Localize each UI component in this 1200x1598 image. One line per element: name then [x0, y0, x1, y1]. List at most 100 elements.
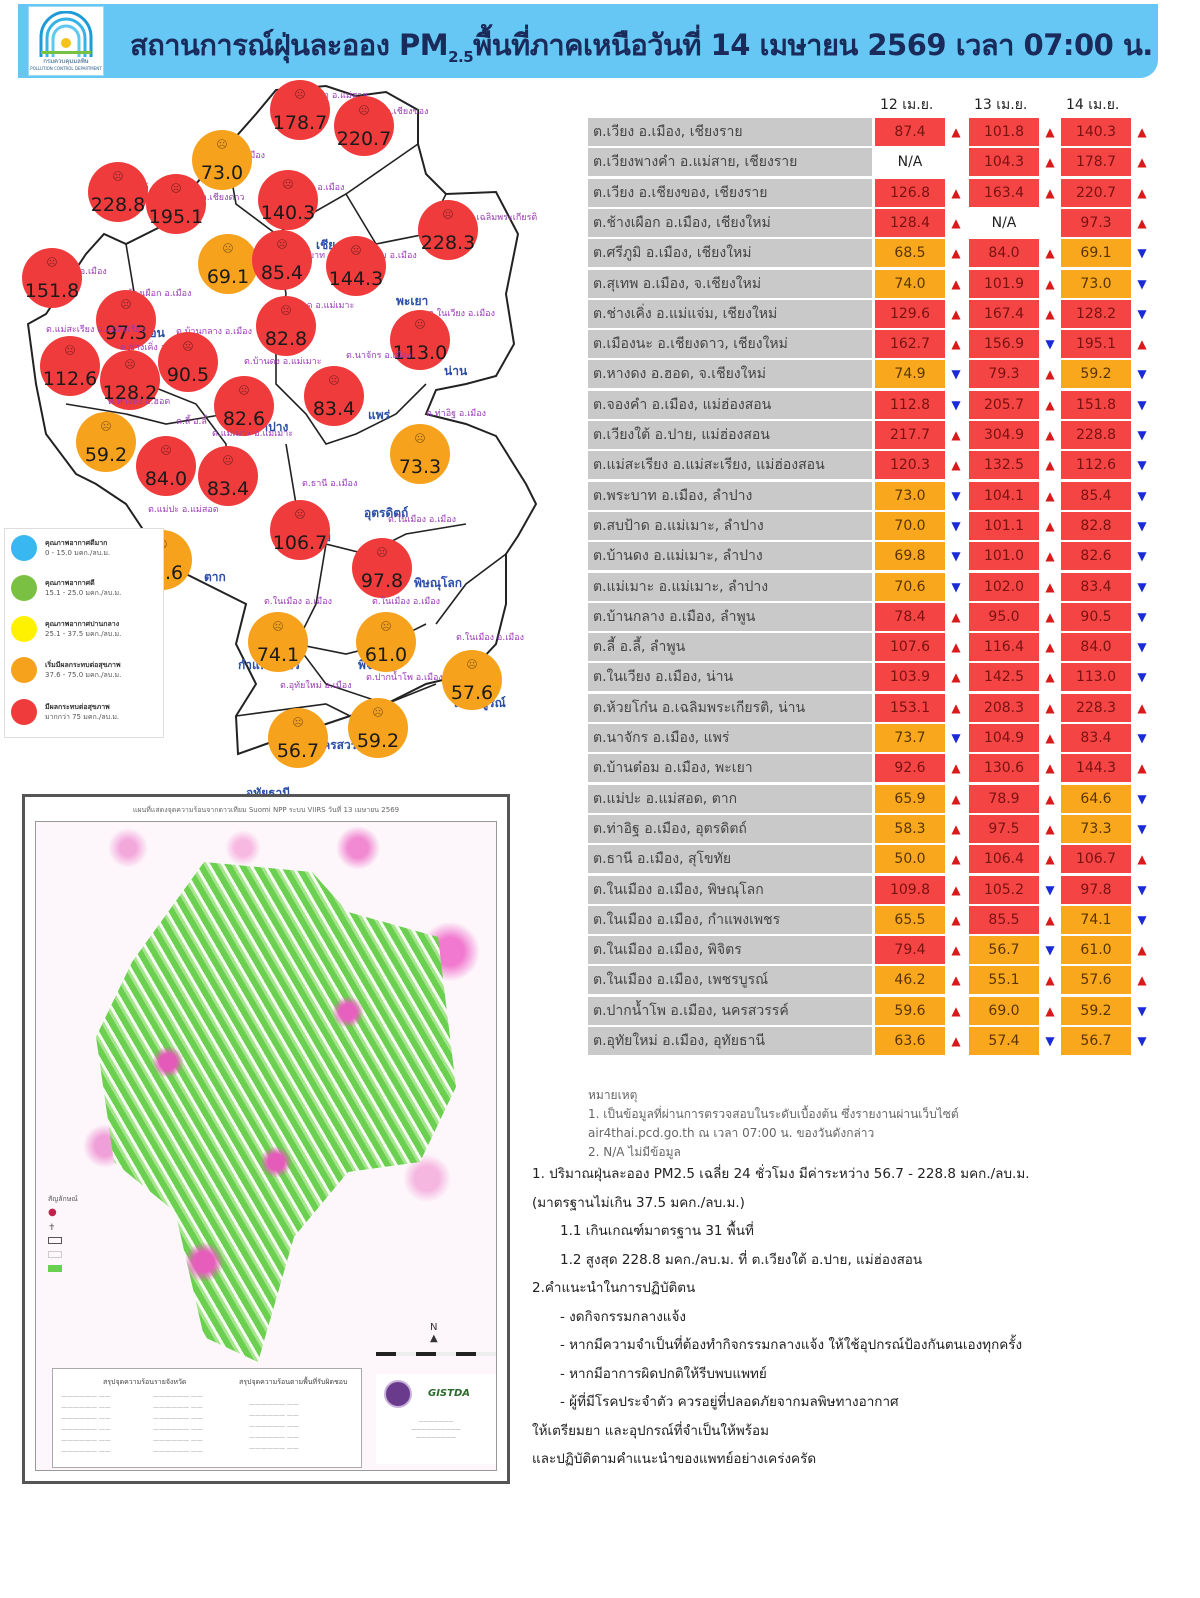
value-cell-13: 56.7 [969, 936, 1039, 965]
location-cell: ต.ลี้ อ.ลี้, ลำพูน [588, 633, 872, 662]
legend-item-moderate: คุณภาพอากาศปานกลาง 25.1 - 37.5 มคก./ลบ.ม. [11, 616, 121, 642]
note-line: 2. N/A ไม่มีข้อมูล [588, 1145, 681, 1159]
value-cell-12: 129.6 [875, 299, 945, 328]
page-title: สถานการณ์ฝุ่นละออง PM2.5พื้นที่ภาคเหนือว… [130, 22, 1153, 68]
legend-range: 0 - 15.0 มคก./ลบ.ม. [45, 549, 111, 557]
legend-text: คุณภาพอากาศปานกลาง 25.1 - 37.5 มคก./ลบ.ม. [45, 619, 121, 639]
area-box-icon [48, 1250, 78, 1264]
legend-label: คุณภาพอากาศปานกลาง [45, 620, 120, 628]
value-cell-12: 65.9 [875, 784, 945, 813]
value-cell-12: 46.2 [875, 966, 945, 995]
station-bubble: ☹ 228.3 [418, 200, 478, 260]
arrow-up-icon: ▲ [951, 912, 961, 927]
value-cell-14: 140.3 [1061, 118, 1131, 146]
legend-item-good: คุณภาพอากาศดี 15.1 - 25.0 มคก./ลบ.ม. [11, 575, 121, 601]
table-row: ต.ลี้ อ.ลี้, ลำพูน 107.6 ▲ 116.4 ▲ 84.0 ▼ [588, 633, 1158, 662]
station-value: 106.7 [272, 532, 328, 554]
station-value: 178.7 [272, 112, 328, 134]
summary-left-heading: สรุปจุดความร้อนรายจังหวัด [103, 1378, 187, 1386]
arrow-up-icon: ▲ [1045, 609, 1055, 624]
value-cell-14: 195.1 [1061, 330, 1131, 359]
value-cell-12: 73.0 [875, 481, 945, 510]
station-label: ต.บ้านดง อ.แม่เมาะ [244, 357, 322, 367]
arrow-up-icon: ▲ [1045, 973, 1055, 988]
arrow-down-icon: ▼ [1137, 1034, 1147, 1048]
arrow-up-icon: ▲ [1045, 246, 1055, 261]
ministry-seal-icon [384, 1380, 412, 1408]
value-cell-12: 109.8 [875, 875, 945, 904]
station-bubble: ☹ 113.0 [390, 310, 450, 370]
location-cell: ต.ปากน้ำโพ อ.เมือง, นครสวรรค์ [588, 996, 872, 1025]
sad-face-icon: ☹ [328, 374, 340, 387]
value-cell-14: 83.4 [1061, 724, 1131, 752]
station-label: ต.ในเมือง อ.เมือง [372, 597, 440, 607]
station-label: ต.นาจักร อ.เมือง [346, 351, 412, 361]
advice-item: - ผู้ที่มีโรคประจำตัว ควรอยู่ที่ปลอดภัยจ… [560, 1394, 899, 1410]
value-cell-14: 64.6 [1061, 784, 1131, 813]
col-header-14: 14 เม.ย. [1066, 97, 1120, 113]
location-cell: ต.ท่าอิฐ อ.เมือง, อุตรดิตถ์ [588, 814, 872, 843]
sad-face-icon: ☹ [124, 358, 136, 371]
arrow-down-icon: ▼ [1137, 458, 1147, 473]
arrow-up-icon: ▲ [951, 306, 961, 321]
value-cell-14: 61.0 [1061, 936, 1131, 965]
station-bubble: ☹ 228.8 [88, 162, 148, 222]
pcd-logo: กรมควบคุมมลพิษ POLLUTION CONTROL DEPARTM… [28, 6, 104, 76]
arrow-up-icon: ▲ [951, 791, 961, 806]
station-bubble: ☹ 73.0 [192, 130, 252, 190]
station-value: 128.2 [102, 382, 158, 404]
station-value: 97.3 [104, 322, 148, 344]
value-cell-12: N/A [897, 154, 923, 171]
sat-map-canvas: สัญลักษณ์ ● ✝ N ▲ สรุปจุดความร้อนรายจังหว… [35, 821, 497, 1471]
value-cell-12: 217.7 [875, 421, 945, 449]
station-bubble: ☹ 82.8 [256, 296, 316, 356]
arrow-up-icon: ▲ [1137, 215, 1147, 230]
table-row: ต.ปากน้ำโพ อ.เมือง, นครสวรรค์ 59.6 ▲ 69.0 ▲ 5… [588, 996, 1158, 1025]
arrow-up-icon: ▲ [951, 276, 961, 291]
station-label: ต.ช่างเคิ่ง อ.แม่แจ่ม [120, 343, 198, 353]
arrow-down-icon: ▼ [1045, 943, 1055, 958]
advice-footer: และปฏิบัติตามคำแนะนำของแพทย์อย่างเคร่งคร… [532, 1451, 817, 1467]
legend-label: คุณภาพอากาศดี [45, 579, 95, 587]
station-bubble: ☹ 178.7 [270, 80, 330, 140]
arrow-up-icon: ▲ [1137, 185, 1147, 200]
sad-face-icon: ☹ [442, 208, 454, 221]
table-row: ต.ในเมือง อ.เมือง, เพชรบูรณ์ 46.2 ▲ 55.1 ▲ 57… [588, 966, 1158, 995]
table-row: ต.ในเวียง อ.เมือง, น่าน 103.9 ▲ 142.5 ▲ 113.0… [588, 663, 1158, 692]
value-cell-13: 130.6 [969, 754, 1039, 783]
station-label: ต.บ้านกลาง อ.เมือง [176, 327, 252, 337]
arrow-up-icon: ▲ [1045, 579, 1055, 594]
sat-symbol-legend: สัญลักษณ์ ● ✝ [48, 1192, 78, 1278]
station-bubble: ☹ 151.8 [22, 248, 82, 308]
arrow-up-icon: ▲ [1137, 155, 1147, 170]
station-bubble: ☹ 90.5 [158, 332, 218, 392]
value-cell-13: 106.4 [969, 845, 1039, 874]
arrow-up-icon: ▲ [1045, 731, 1055, 745]
arrow-down-icon: ▼ [1137, 276, 1147, 291]
location-cell: ต.ช่างเคิ่ง อ.แม่แจ่ม, เชียงใหม่ [588, 299, 872, 328]
blue-dot-icon [11, 535, 37, 561]
station-value: 90.5 [166, 364, 210, 386]
value-cell-12: 153.1 [875, 693, 945, 722]
table-row: ต.ช่างเคิ่ง อ.แม่แจ่ม, เชียงใหม่ 129.6 ▲ 16… [588, 299, 1158, 328]
location-cell: ต.ในเมือง อ.เมือง, เพชรบูรณ์ [588, 966, 872, 995]
table-row: ต.ในเมือง อ.เมือง, พิจิตร 79.4 ▲ 56.7 ▼ 61.0 ▲ [588, 936, 1158, 965]
value-cell-14: 128.2 [1061, 299, 1131, 328]
value-cell-12: 70.0 [875, 511, 945, 540]
value-cell-13: 116.4 [969, 633, 1039, 662]
station-value: 140.3 [260, 202, 316, 224]
value-cell-14: 144.3 [1061, 754, 1131, 783]
station-bubble: ☹ 74.1 [248, 612, 308, 672]
station-bubble: ☹ 220.7 [334, 96, 394, 156]
notes-heading: หมายเหตุ [588, 1088, 638, 1102]
station-label: ต.ในเวียง อ.เมือง [428, 309, 495, 319]
legend-item-starting-effect: เริ่มมีผลกระทบต่อสุขภาพ 37.6 - 75.0 มคก./… [11, 657, 121, 683]
value-cell-13: N/A [991, 214, 1017, 231]
station-value: 82.6 [222, 408, 266, 430]
location-cell: ต.ห้วยโก๋น อ.เฉลิมพระเกียรติ, น่าน [588, 693, 872, 722]
arrow-up-icon: ▲ [1137, 337, 1147, 352]
note-line: 1. เป็นข้อมูลที่ผ่านการตรวจสอบในระดับเบื… [588, 1107, 959, 1121]
advice-heading: 2.คำแนะนำในการปฏิบัติตน [532, 1280, 696, 1296]
station-label: ต.เวียง อ.เชียงของ [356, 107, 429, 117]
sad-face-icon: ☹ [292, 716, 304, 729]
